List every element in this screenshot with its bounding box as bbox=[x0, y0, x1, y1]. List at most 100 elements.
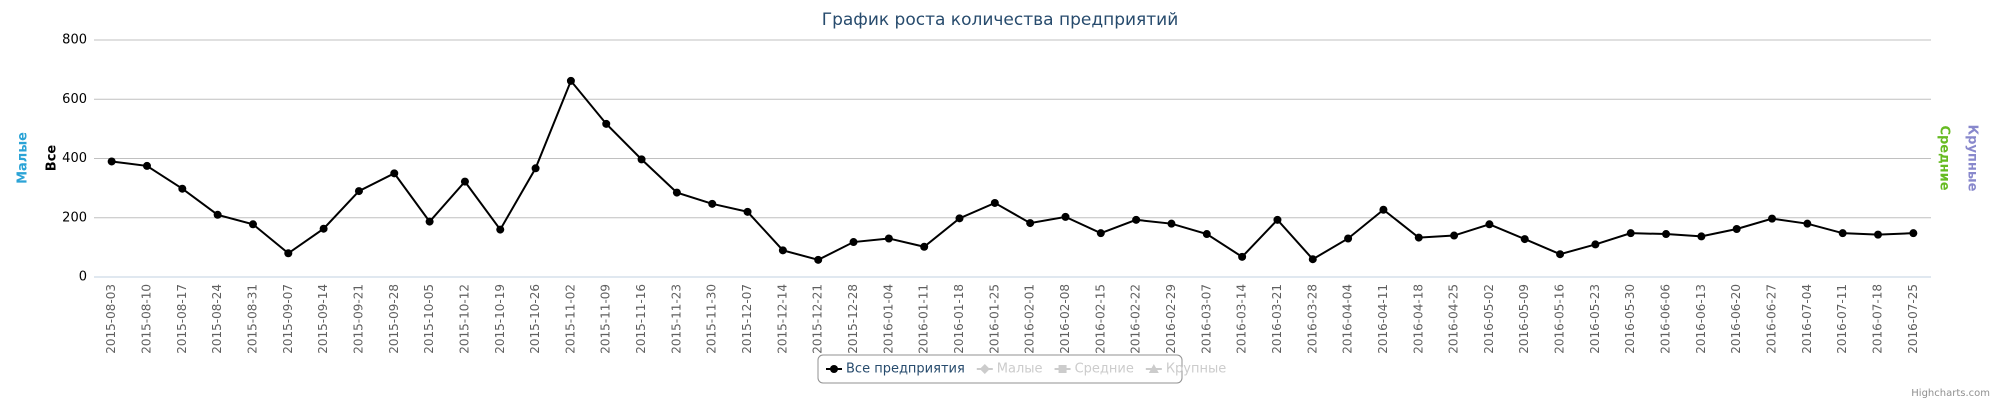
point bbox=[531, 164, 540, 173]
legend-item[interactable]: Средние bbox=[1075, 362, 1134, 377]
x-tick-label: 2016-06-20 bbox=[1729, 284, 1743, 354]
y-tick-label: 0 bbox=[79, 270, 87, 285]
point bbox=[849, 238, 858, 247]
point bbox=[390, 169, 399, 178]
point bbox=[884, 234, 893, 243]
x-tick-label: 2015-09-21 bbox=[351, 284, 365, 354]
x-tick-label: 2015-08-17 bbox=[175, 284, 189, 354]
x-tick-label: 2016-02-15 bbox=[1093, 284, 1107, 354]
legend-symbol bbox=[1058, 365, 1067, 373]
x-tick-label: 2015-12-28 bbox=[846, 284, 860, 354]
point bbox=[1450, 231, 1459, 240]
x-tick-label: 2015-09-07 bbox=[281, 284, 295, 354]
x-tick-label: 2015-08-31 bbox=[245, 284, 259, 354]
x-tick-label: 2016-06-27 bbox=[1765, 284, 1779, 354]
x-tick-label: 2015-10-26 bbox=[528, 284, 542, 354]
point bbox=[602, 119, 611, 128]
point bbox=[319, 224, 328, 233]
legend-box bbox=[817, 354, 1183, 384]
legend-item[interactable]: Малые bbox=[997, 362, 1043, 377]
point bbox=[637, 155, 646, 164]
point bbox=[1096, 229, 1105, 238]
point bbox=[496, 225, 505, 234]
x-tick-label: 2016-06-13 bbox=[1694, 284, 1708, 354]
x-tick-label: 2016-04-25 bbox=[1447, 284, 1461, 354]
x-tick-label: 2015-11-23 bbox=[669, 284, 683, 354]
x-tick-label: 2015-10-19 bbox=[493, 284, 507, 354]
chart-title: График роста количества предприятий bbox=[822, 10, 1179, 30]
point bbox=[1273, 215, 1282, 224]
x-tick-label: 2015-11-30 bbox=[705, 284, 719, 354]
x-tick-label: 2016-02-29 bbox=[1164, 284, 1178, 354]
point bbox=[1485, 220, 1494, 229]
point bbox=[248, 220, 257, 229]
point bbox=[1379, 205, 1388, 214]
x-tick-label: 2015-08-10 bbox=[139, 284, 153, 354]
x-tick-label: 2016-05-16 bbox=[1553, 284, 1567, 354]
x-tick-label: 2015-11-16 bbox=[634, 284, 648, 354]
x-tick-label: 2015-09-28 bbox=[387, 284, 401, 354]
x-tick-label: 2015-08-24 bbox=[210, 284, 224, 354]
point bbox=[1308, 255, 1317, 264]
x-tick-label: 2016-05-09 bbox=[1517, 284, 1531, 354]
legend-symbol bbox=[1148, 364, 1159, 373]
x-tick-label: 2015-10-12 bbox=[457, 284, 471, 354]
x-tick-label: 2016-01-04 bbox=[881, 284, 895, 354]
point bbox=[1697, 232, 1706, 241]
y-tick-label: 600 bbox=[62, 92, 87, 107]
point bbox=[743, 207, 752, 216]
x-tick-label: 2016-05-02 bbox=[1482, 284, 1496, 354]
y2-axis-title: Крупные bbox=[1965, 125, 1980, 192]
point bbox=[178, 184, 187, 193]
x-tick-label: 2015-12-07 bbox=[740, 284, 754, 354]
x-tick-label: 2015-12-14 bbox=[775, 284, 789, 354]
credits[interactable]: Highcharts.com bbox=[1911, 388, 1990, 399]
point bbox=[990, 198, 999, 207]
point bbox=[425, 217, 434, 226]
x-tick-label: 2015-10-05 bbox=[422, 284, 436, 354]
x-tick-label: 2016-07-25 bbox=[1906, 284, 1920, 354]
y-tick-label: 200 bbox=[62, 210, 87, 225]
legend-symbol bbox=[830, 365, 838, 373]
x-tick-label: 2015-11-09 bbox=[599, 284, 613, 354]
point bbox=[1909, 229, 1918, 238]
point bbox=[1556, 250, 1565, 259]
x-tick-label: 2015-09-14 bbox=[316, 284, 330, 354]
point bbox=[1732, 225, 1741, 234]
x-tick-label: 2016-01-25 bbox=[987, 284, 1001, 354]
y-axis-title: Все bbox=[45, 145, 60, 172]
point bbox=[1202, 230, 1211, 239]
x-tick-label: 2016-05-23 bbox=[1588, 284, 1602, 354]
point bbox=[1238, 252, 1247, 261]
point bbox=[1662, 230, 1671, 239]
point bbox=[1874, 230, 1883, 239]
point bbox=[1167, 219, 1176, 228]
legend-item[interactable]: Все предприятия bbox=[846, 362, 965, 377]
point bbox=[460, 177, 469, 186]
point bbox=[1061, 212, 1070, 221]
point bbox=[1626, 229, 1635, 238]
x-tick-label: 2016-03-07 bbox=[1199, 284, 1213, 354]
x-tick-label: 2016-07-11 bbox=[1835, 284, 1849, 354]
x-tick-label: 2016-07-04 bbox=[1800, 284, 1814, 354]
x-tick-label: 2016-02-01 bbox=[1023, 284, 1037, 354]
x-tick-label: 2016-06-06 bbox=[1659, 284, 1673, 354]
point bbox=[1520, 235, 1529, 244]
point bbox=[107, 157, 116, 166]
x-tick-label: 2016-01-11 bbox=[917, 284, 931, 354]
x-tick-label: 2016-04-18 bbox=[1411, 284, 1425, 354]
point bbox=[142, 161, 151, 170]
x-tick-label: 2016-03-14 bbox=[1235, 284, 1249, 354]
point bbox=[284, 249, 293, 258]
y-axis-title: Малые bbox=[16, 132, 31, 184]
point bbox=[566, 76, 575, 85]
x-tick-label: 2016-02-08 bbox=[1058, 284, 1072, 354]
point bbox=[708, 199, 717, 208]
x-tick-label: 2016-03-28 bbox=[1305, 284, 1319, 354]
point bbox=[814, 255, 823, 264]
point bbox=[1414, 233, 1423, 242]
x-tick-label: 2016-05-30 bbox=[1623, 284, 1637, 354]
y-tick-label: 400 bbox=[62, 151, 87, 166]
legend-item[interactable]: Крупные bbox=[1166, 362, 1226, 377]
